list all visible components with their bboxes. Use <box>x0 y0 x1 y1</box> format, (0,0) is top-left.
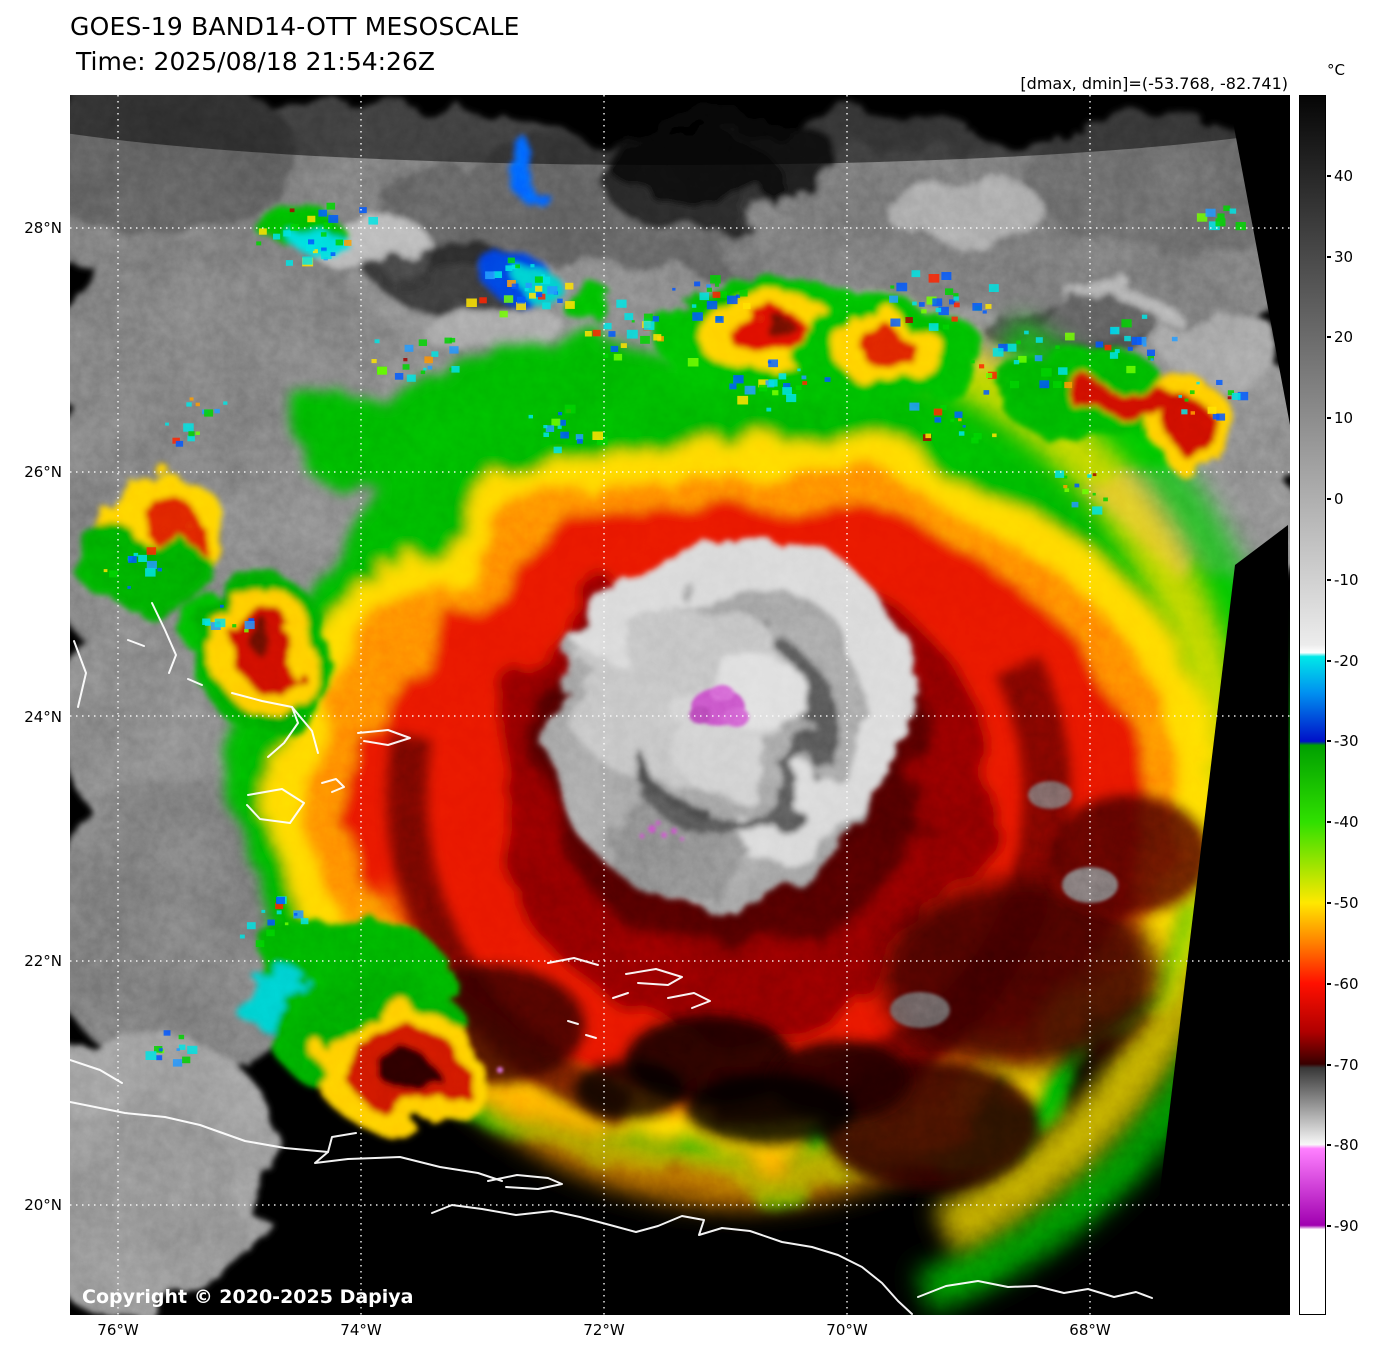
colorbar-tick-mark <box>1327 417 1331 420</box>
lon-label: 70°W <box>826 1321 868 1339</box>
colorbar-tick-mark <box>1327 740 1331 743</box>
coastlines <box>70 602 1153 1315</box>
colorbar-tick-mark <box>1327 336 1331 339</box>
lon-label: 74°W <box>340 1321 382 1339</box>
lat-label: 20°N <box>24 1196 62 1214</box>
colorbar-tick-label: 40 <box>1334 166 1354 185</box>
colorbar-tick-label: -80 <box>1334 1136 1359 1155</box>
colorbar-tick-mark <box>1327 578 1331 581</box>
dmax-dmin-readout: [dmax, dmin]=(-53.768, -82.741) <box>1020 74 1288 93</box>
colorbar-tick-label: -60 <box>1334 974 1359 993</box>
satellite-image: Copyright © 2020-2025 Dapiya <box>70 95 1290 1315</box>
colorbar-tick-mark <box>1327 255 1331 258</box>
colorbar-tick-mark <box>1327 497 1331 500</box>
lon-label: 76°W <box>97 1321 139 1339</box>
product-time: Time: 2025/08/18 21:54:26Z <box>76 47 435 76</box>
no-data-region <box>1145 95 1290 1315</box>
lat-label: 28°N <box>24 219 62 237</box>
colorbar <box>1299 95 1326 1315</box>
lat-label: 24°N <box>24 707 62 726</box>
lon-label: 72°W <box>583 1321 625 1339</box>
colorbar-tick-label: -70 <box>1334 1055 1359 1074</box>
colorbar-tick-label: -50 <box>1334 893 1359 912</box>
colorbar-tick-label: 0 <box>1334 489 1344 508</box>
lon-label: 68°W <box>1069 1321 1111 1339</box>
colorbar-tick-label: -30 <box>1334 732 1359 751</box>
colorbar-tick-label: -20 <box>1334 651 1359 670</box>
lat-label: 22°N <box>24 951 62 970</box>
lat-label: 26°N <box>24 463 62 482</box>
colorbar-tick-mark <box>1327 174 1331 177</box>
cloud-mottle-texture <box>70 95 1290 1315</box>
colorbar-tick-label: -40 <box>1334 813 1359 832</box>
satellite-map: Copyright © 2020-2025 Dapiya <box>70 95 1290 1315</box>
colorbar-tick-label: 20 <box>1334 328 1354 347</box>
colorbar-tick-mark <box>1327 982 1331 985</box>
colorbar-tick-label: 30 <box>1334 247 1354 266</box>
colorbar-tick-mark <box>1327 821 1331 824</box>
colorbar-tick-mark <box>1327 1063 1331 1066</box>
colorbar-tick-mark <box>1327 659 1331 662</box>
colorbar-tick-mark <box>1327 1144 1331 1147</box>
colorbar-unit-label: °C <box>1327 61 1345 79</box>
colorbar-tick-mark <box>1327 1225 1331 1228</box>
product-title: GOES-19 BAND14-OTT MESOSCALE <box>70 12 520 41</box>
colorbar-tick-label: 10 <box>1334 409 1354 428</box>
copyright-watermark: Copyright © 2020-2025 Dapiya <box>82 1286 413 1308</box>
colorbar-tick-label: -10 <box>1334 570 1359 589</box>
colorbar-tick-label: -90 <box>1334 1217 1359 1236</box>
colorbar-tick-mark <box>1327 901 1331 904</box>
